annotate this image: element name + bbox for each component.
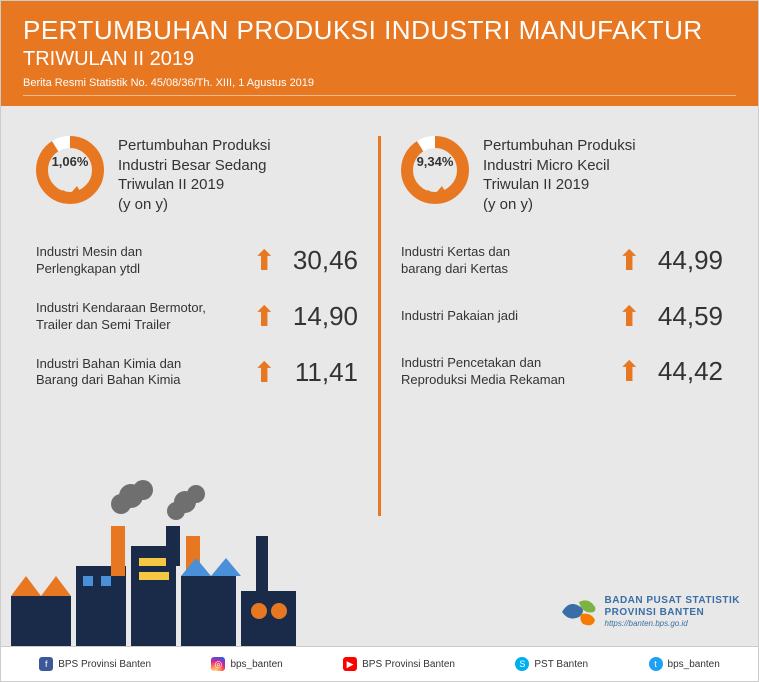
industry-value: 44,99 [653,245,723,276]
right-stat-text: Pertumbuhan Produksi Industri Micro Keci… [483,136,636,214]
facebook-icon: f [39,657,53,671]
arrow-up-icon: ⬆ [618,244,641,277]
twitter-link[interactable]: t bps_banten [649,657,720,671]
industry-row: Industri Pakaian jadi ⬆ 44,59 [401,300,723,333]
left-column: 1,06% Pertumbuhan Produksi Industri Besa… [21,136,373,516]
donut-peak-icon [55,184,85,200]
arrow-up-icon: ⬆ [253,356,276,389]
arrow-up-icon: ⬆ [253,300,276,333]
industry-value: 44,42 [653,356,723,387]
footer: f BPS Provinsi Banten ◎ bps_banten ▶ BPS… [1,646,758,681]
meta-line: Berita Resmi Statistik No. 45/08/36/Th. … [23,77,736,96]
arrow-up-icon: ⬆ [618,300,641,333]
bps-logo-icon [559,592,599,632]
skype-link[interactable]: S PST Banten [515,657,588,671]
youtube-icon: ▶ [343,657,357,671]
industry-value: 11,41 [288,357,358,388]
industry-row: Industri Pencetakan dan Reproduksi Media… [401,355,723,389]
industry-label: Industri Pencetakan dan Reproduksi Media… [401,355,618,389]
industry-label: Industri Kendaraan Bermotor, Trailer dan… [36,300,253,334]
bps-logo-text: BADAN PUSAT STATISTIK PROVINSI BANTEN ht… [605,595,741,629]
left-stat-header: 1,06% Pertumbuhan Produksi Industri Besa… [36,136,358,214]
donut-peak-icon [420,184,450,200]
right-stat-header: 9,34% Pertumbuhan Produksi Industri Micr… [401,136,723,214]
main-title: PERTUMBUHAN PRODUKSI INDUSTRI MANUFAKTUR [23,15,736,46]
industry-row: Industri Bahan Kimia dan Barang dari Bah… [36,356,358,390]
industry-value: 30,46 [288,245,358,276]
bps-logo: BADAN PUSAT STATISTIK PROVINSI BANTEN ht… [559,592,741,632]
youtube-link[interactable]: ▶ BPS Provinsi Banten [343,657,455,671]
infographic-page: PERTUMBUHAN PRODUKSI INDUSTRI MANUFAKTUR… [0,0,759,682]
skype-icon: S [515,657,529,671]
industry-row: Industri Mesin dan Perlengkapan ytdl ⬆ 3… [36,244,358,278]
twitter-icon: t [649,657,663,671]
arrow-up-icon: ⬆ [618,355,641,388]
industry-label: Industri Kertas dan barang dari Kertas [401,244,618,278]
industry-label: Industri Bahan Kimia dan Barang dari Bah… [36,356,253,390]
industry-value: 44,59 [653,301,723,332]
industry-row: Industri Kertas dan barang dari Kertas ⬆… [401,244,723,278]
instagram-icon: ◎ [211,657,225,671]
left-stat-text: Pertumbuhan Produksi Industri Besar Seda… [118,136,271,214]
facebook-link[interactable]: f BPS Provinsi Banten [39,657,151,671]
left-percent: 1,06% [36,154,104,169]
industry-label: Industri Mesin dan Perlengkapan ytdl [36,244,253,278]
subtitle: TRIWULAN II 2019 [23,48,736,71]
content-area: 1,06% Pertumbuhan Produksi Industri Besa… [1,106,758,646]
right-column: 9,34% Pertumbuhan Produksi Industri Micr… [386,136,738,516]
right-donut-chart: 9,34% [401,136,469,204]
industry-value: 14,90 [288,301,358,332]
arrow-up-icon: ⬆ [253,244,276,277]
industry-row: Industri Kendaraan Bermotor, Trailer dan… [36,300,358,334]
left-donut-chart: 1,06% [36,136,104,204]
right-percent: 9,34% [401,154,469,169]
header: PERTUMBUHAN PRODUKSI INDUSTRI MANUFAKTUR… [1,1,758,106]
column-divider [378,136,381,516]
industry-label: Industri Pakaian jadi [401,308,618,325]
instagram-link[interactable]: ◎ bps_banten [211,657,282,671]
